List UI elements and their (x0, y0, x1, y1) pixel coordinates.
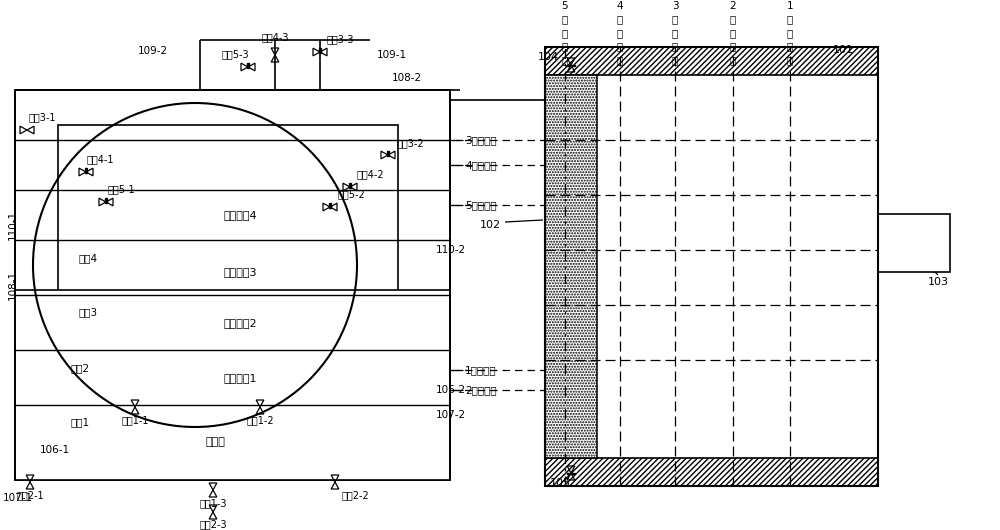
Bar (58, 125, 398, 295)
Text: 样: 样 (672, 41, 678, 51)
Text: 样: 样 (617, 41, 623, 51)
Text: 阀门5-3: 阀门5-3 (221, 49, 249, 59)
Text: 101: 101 (832, 45, 854, 55)
Text: 106-2: 106-2 (436, 385, 466, 395)
Bar (545, 47, 878, 75)
Text: 号: 号 (730, 14, 736, 24)
Text: 位置2: 位置2 (70, 363, 90, 373)
Text: 抽提组分3: 抽提组分3 (223, 267, 257, 277)
Text: 样: 样 (562, 41, 568, 51)
Text: 110-2: 110-2 (436, 245, 466, 255)
Text: 处: 处 (617, 55, 623, 65)
Text: 位置3: 位置3 (78, 307, 98, 317)
Text: 阀门5-2: 阀门5-2 (337, 189, 365, 199)
Text: 107-1: 107-1 (3, 493, 33, 503)
Text: 抽提组分4: 抽提组分4 (223, 210, 257, 220)
Bar (878, 214, 950, 272)
Text: 103: 103 (928, 277, 948, 287)
Text: 阀门4-2: 阀门4-2 (356, 169, 384, 179)
Text: 阀门2-2: 阀门2-2 (341, 490, 369, 500)
Text: 108-2: 108-2 (392, 73, 422, 83)
Text: 取: 取 (617, 28, 623, 38)
Text: 阀门1-1: 阀门1-1 (121, 415, 149, 425)
Text: 处: 处 (562, 55, 568, 65)
Text: 抽提组分1: 抽提组分1 (223, 373, 257, 383)
Text: 109-1: 109-1 (377, 50, 407, 60)
Text: 5: 5 (562, 1, 568, 11)
Text: 3: 3 (672, 1, 678, 11)
Text: 号: 号 (562, 14, 568, 24)
Text: 阀门3-1: 阀门3-1 (28, 112, 56, 122)
Bar (545, 47, 878, 486)
Text: 108-1: 108-1 (8, 270, 18, 300)
Text: 106-1: 106-1 (40, 445, 70, 455)
Text: 样: 样 (787, 41, 793, 51)
Text: 取: 取 (562, 28, 568, 38)
Text: 阀门5-1: 阀门5-1 (107, 184, 135, 194)
Polygon shape (567, 65, 575, 66)
Text: 处: 处 (730, 55, 736, 65)
Text: 4: 4 (617, 1, 623, 11)
Text: 号: 号 (672, 14, 678, 24)
Bar (15, 290, 450, 480)
Polygon shape (319, 48, 321, 52)
Text: 阀门4-1: 阀门4-1 (86, 154, 114, 164)
Text: 取: 取 (672, 28, 678, 38)
Text: 位置1: 位置1 (70, 417, 90, 427)
Text: 阀门1-2: 阀门1-2 (246, 415, 274, 425)
Polygon shape (105, 198, 107, 202)
Text: 3号取样处: 3号取样处 (465, 135, 497, 145)
Text: 位置4: 位置4 (78, 253, 98, 263)
Text: 阀门2-3: 阀门2-3 (199, 519, 227, 529)
Text: 110-1: 110-1 (8, 210, 18, 240)
Polygon shape (247, 63, 249, 67)
Text: 阀门3-3: 阀门3-3 (326, 34, 354, 44)
Bar (15, 90, 450, 480)
Text: 107-2: 107-2 (436, 410, 466, 420)
Text: 109-2: 109-2 (138, 46, 168, 56)
Text: 处: 处 (787, 55, 793, 65)
Text: 处: 处 (672, 55, 678, 65)
Polygon shape (329, 203, 331, 208)
Text: 1: 1 (787, 1, 793, 11)
Text: 样: 样 (730, 41, 736, 51)
Text: 104: 104 (537, 52, 559, 62)
Text: 4号取样处: 4号取样处 (465, 160, 497, 170)
Text: 5号取样处: 5号取样处 (465, 200, 497, 210)
Text: 1号取样处: 1号取样处 (465, 365, 497, 375)
Text: 取: 取 (730, 28, 736, 38)
Bar (597, 75, 878, 458)
Text: 阀门3-2: 阀门3-2 (396, 138, 424, 148)
Text: 抽提组分2: 抽提组分2 (223, 318, 257, 328)
Text: 阀门1-3: 阀门1-3 (199, 498, 227, 508)
Polygon shape (85, 168, 87, 172)
Text: 号: 号 (787, 14, 793, 24)
Text: 102: 102 (479, 220, 501, 230)
Text: 阀门2-1: 阀门2-1 (16, 490, 44, 500)
Text: 2号取样处: 2号取样处 (465, 385, 497, 395)
Bar (545, 75, 597, 458)
Text: 阀门4-3: 阀门4-3 (261, 32, 289, 42)
Text: 2: 2 (730, 1, 736, 11)
Text: 105: 105 (550, 478, 570, 488)
Bar (545, 458, 878, 486)
Polygon shape (387, 151, 389, 155)
Text: 地层油: 地层油 (205, 437, 225, 447)
Text: 取: 取 (787, 28, 793, 38)
Text: 号: 号 (617, 14, 623, 24)
Polygon shape (349, 183, 351, 188)
